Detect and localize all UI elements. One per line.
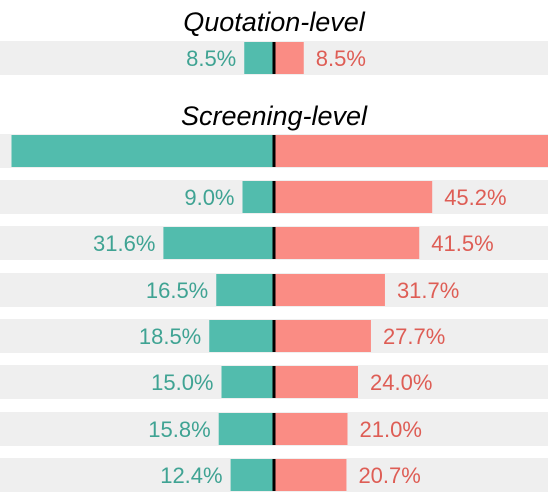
bar-right	[274, 227, 420, 259]
row-1-3: 16.5% 31.7%	[0, 273, 548, 307]
bar-left	[11, 135, 274, 167]
bar-left	[221, 366, 274, 398]
row-1-5: 15.0% 24.0%	[0, 365, 548, 399]
value-label-right: 20.7%	[358, 463, 420, 488]
row-1-4: 18.5% 27.7%	[0, 319, 548, 353]
bar-right	[274, 459, 347, 491]
row-1-0	[0, 134, 548, 168]
panel-title-quotation: Quotation-level	[183, 7, 366, 37]
value-label-right: 8.5%	[316, 46, 366, 71]
bar-right	[274, 274, 385, 306]
value-label-left: 16.5%	[146, 278, 208, 303]
bar-left	[242, 181, 274, 213]
value-label-right: 31.7%	[397, 278, 459, 303]
value-label-right: 24.0%	[370, 370, 432, 395]
value-label-left: 8.5%	[186, 46, 236, 71]
value-label-left: 15.0%	[151, 370, 213, 395]
bar-left	[244, 42, 274, 74]
value-label-left: 15.8%	[148, 417, 210, 442]
value-label-left: 31.6%	[93, 231, 155, 256]
bar-left	[218, 413, 274, 445]
bar-left	[230, 459, 274, 491]
value-label-right: 21.0%	[360, 417, 422, 442]
row-1-7: 12.4% 20.7%	[0, 458, 548, 492]
bar-right	[274, 366, 358, 398]
value-label-right: 27.7%	[383, 324, 445, 349]
bar-left	[209, 320, 274, 352]
bar-right	[274, 413, 348, 445]
bar-right	[274, 42, 304, 74]
bar-right	[274, 135, 548, 167]
row-1-2: 31.6% 41.5%	[0, 226, 548, 260]
panel-title-screening: Screening-level	[181, 101, 368, 131]
row-0-0: 8.5% 8.5%	[0, 41, 548, 75]
row-1-6: 15.8% 21.0%	[0, 412, 548, 446]
value-label-right: 41.5%	[431, 231, 493, 256]
bar-right	[274, 320, 371, 352]
chart-rows: 8.5% 8.5% 9.0% 45.2% 31.6% 41.5% 16.5% 31.7% 18.…	[0, 41, 548, 492]
value-label-right: 45.2%	[444, 185, 506, 210]
bar-right	[274, 181, 433, 213]
bar-left	[216, 274, 274, 306]
value-label-left: 12.4%	[160, 463, 222, 488]
row-1-1: 9.0% 45.2%	[0, 180, 548, 214]
bar-left	[163, 227, 274, 259]
value-label-left: 9.0%	[184, 185, 234, 210]
value-label-left: 18.5%	[139, 324, 201, 349]
